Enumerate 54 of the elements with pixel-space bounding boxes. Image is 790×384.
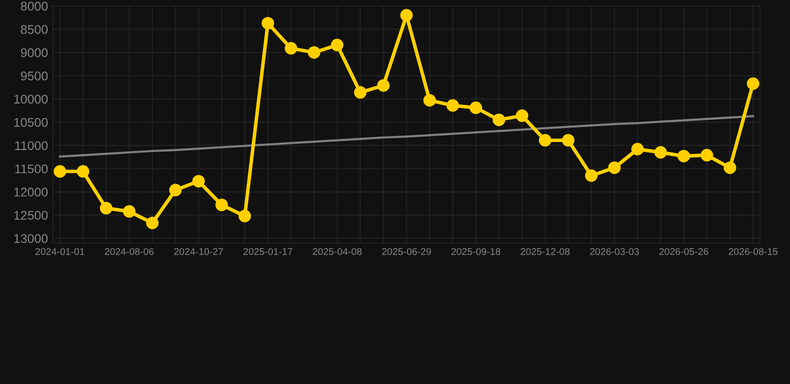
- y-tick-label: 11500: [15, 164, 48, 174]
- point: [446, 99, 459, 112]
- x-tick-label: 2026-05-26: [659, 248, 708, 255]
- x-tick-label: 2026-03-03: [590, 248, 639, 255]
- x-tick-label: 2026-08-15: [728, 248, 778, 255]
- x-tick-label: 2025-04-08: [312, 248, 362, 255]
- y-tick-label: 11000: [15, 141, 48, 150]
- y-tick-label: 10500: [14, 118, 48, 127]
- point: [746, 77, 760, 90]
- y-tick-label: 8000: [20, 2, 48, 11]
- x-tick-label: 2024-01-01: [36, 248, 84, 255]
- point: [169, 184, 182, 196]
- point: [492, 114, 506, 126]
- y-tick-label: 10000: [14, 94, 48, 104]
- point: [654, 146, 667, 159]
- x-tick-label: 2025-01-17: [244, 248, 292, 255]
- point: [470, 102, 482, 114]
- point: [308, 46, 320, 59]
- y-tick-label: 12500: [14, 210, 48, 220]
- point: [238, 210, 252, 222]
- line-series: [58, 115, 754, 158]
- point: [724, 161, 736, 174]
- point: [700, 148, 714, 162]
- point: [423, 94, 436, 107]
- y-tick-label: 9000: [20, 48, 48, 58]
- point: [608, 161, 621, 174]
- y-tick-label: 13000: [14, 234, 48, 244]
- point: [516, 109, 528, 122]
- x-tick-label: 2024-08-06: [104, 248, 154, 255]
- x-tick-label: 2025-06-29: [382, 248, 431, 255]
- point: [192, 174, 205, 188]
- y-tick-label: 12000: [14, 188, 48, 197]
- point: [122, 205, 136, 218]
- y-tick-label: 8500: [20, 25, 48, 34]
- point: [354, 86, 367, 99]
- y-tick-label: 9500: [20, 72, 48, 80]
- point: [562, 134, 574, 147]
- point: [262, 16, 274, 30]
- point: [678, 150, 690, 162]
- point: [400, 9, 413, 22]
- point: [146, 216, 159, 230]
- x-tick-label: 2024-10-27: [174, 248, 223, 255]
- point: [377, 79, 390, 92]
- point: [330, 38, 344, 52]
- point: [284, 42, 298, 55]
- point: [76, 165, 90, 178]
- point: [100, 202, 112, 214]
- point: [631, 142, 644, 156]
- x-tick-label: 2025-09-18: [451, 248, 500, 255]
- point: [215, 198, 228, 212]
- point: [538, 134, 552, 147]
- point: [54, 165, 66, 178]
- point: [585, 169, 598, 182]
- x-tick-label: 2025-12-08: [520, 248, 570, 255]
